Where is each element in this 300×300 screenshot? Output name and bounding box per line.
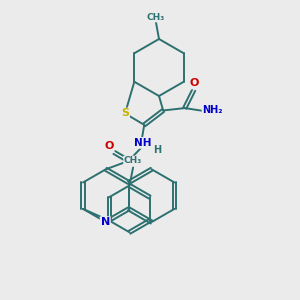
Text: S: S [121,109,129,118]
Text: CH₃: CH₃ [124,156,142,165]
Text: O: O [104,142,113,152]
Text: N: N [100,217,110,227]
Text: H: H [153,145,161,155]
Text: O: O [189,79,198,88]
Text: CH₃: CH₃ [147,13,165,22]
Text: NH: NH [134,138,152,148]
Text: NH₂: NH₂ [202,105,223,115]
